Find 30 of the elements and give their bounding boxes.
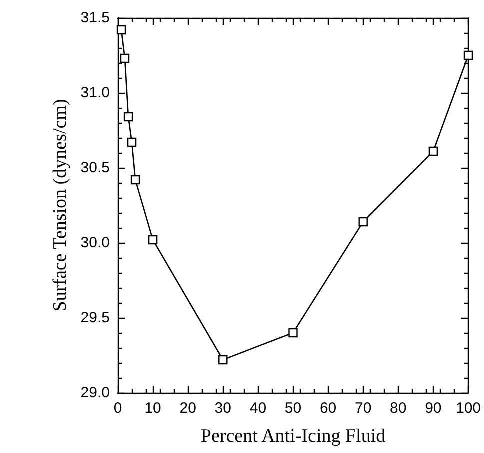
point <box>127 138 137 148</box>
y-tick-label: 29.5 <box>80 310 110 326</box>
point <box>124 112 134 122</box>
x-tick-label: 10 <box>144 400 162 417</box>
y-tick-label: 29.0 <box>80 384 110 402</box>
x-tick-label: 60 <box>320 400 337 417</box>
x-tick-label: 30 <box>214 400 232 417</box>
x-tick-label: 0 <box>114 400 122 417</box>
x-tick-label: 100 <box>456 400 481 417</box>
x-tick-label: 80 <box>390 400 407 417</box>
y-tick-label: 31.0 <box>80 84 110 102</box>
y-tick-label: 31.5 <box>80 10 110 26</box>
y-tick-label: 30.5 <box>80 160 110 176</box>
point <box>464 50 474 60</box>
x-axis-title: Percent Anti-Icing Fluid <box>200 426 386 447</box>
x-tick-label: 50 <box>284 400 302 417</box>
point <box>148 235 158 245</box>
point <box>120 54 130 64</box>
x-tick-label: 90 <box>425 400 442 417</box>
x-tick-label: 40 <box>250 400 267 417</box>
x-tick-label: 70 <box>354 400 372 417</box>
point <box>116 25 126 35</box>
y-axis-title: Surface Tension (dynes/cm) <box>50 99 71 312</box>
point <box>218 355 228 365</box>
point <box>358 217 368 227</box>
point <box>130 175 140 185</box>
y-tick-label: 30.0 <box>80 234 110 252</box>
point <box>288 328 298 338</box>
point <box>428 146 438 156</box>
x-tick-label: 20 <box>180 400 196 417</box>
